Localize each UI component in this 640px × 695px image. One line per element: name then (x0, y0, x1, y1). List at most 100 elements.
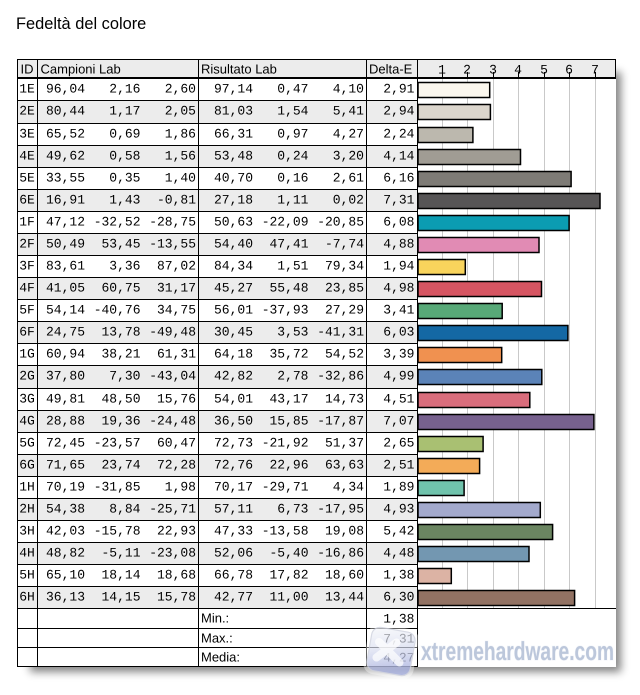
svg-text:60,47: 60,47 (157, 436, 196, 451)
svg-text:49,81: 49,81 (46, 392, 85, 407)
svg-text:17,82: 17,82 (269, 568, 308, 583)
svg-text:31,17: 31,17 (157, 281, 196, 296)
svg-text:7: 7 (591, 62, 599, 77)
svg-text:79,34: 79,34 (325, 259, 364, 274)
svg-text:1,94: 1,94 (383, 259, 414, 274)
svg-text:0,35: 0,35 (109, 171, 140, 186)
svg-text:42,82: 42,82 (214, 369, 253, 384)
svg-text:5,42: 5,42 (383, 524, 414, 539)
svg-text:0,58: 0,58 (109, 149, 140, 164)
svg-text:0,97: 0,97 (277, 127, 308, 142)
svg-text:1,89: 1,89 (383, 480, 414, 495)
svg-text:1: 1 (438, 62, 446, 77)
svg-text:2,05: 2,05 (165, 104, 196, 119)
svg-text:-25,71: -25,71 (149, 502, 196, 517)
svg-text:4,34: 4,34 (333, 480, 364, 495)
svg-text:43,17: 43,17 (269, 392, 308, 407)
svg-text:1,38: 1,38 (383, 611, 414, 626)
svg-text:2: 2 (463, 62, 471, 77)
svg-text:33,55: 33,55 (46, 171, 85, 186)
svg-text:70,19: 70,19 (46, 480, 85, 495)
svg-text:23,74: 23,74 (101, 458, 140, 473)
svg-text:2,24: 2,24 (383, 127, 414, 142)
svg-text:22,96: 22,96 (269, 458, 308, 473)
svg-text:3H: 3H (19, 524, 35, 539)
svg-text:28,88: 28,88 (46, 414, 85, 429)
svg-text:18,60: 18,60 (325, 568, 364, 583)
svg-text:53,48: 53,48 (214, 149, 253, 164)
svg-text:4,88: 4,88 (383, 237, 414, 252)
svg-text:4,51: 4,51 (383, 392, 414, 407)
svg-text:1G: 1G (19, 347, 35, 362)
svg-text:2,16: 2,16 (109, 82, 140, 97)
svg-text:2H: 2H (19, 502, 35, 517)
svg-text:45,27: 45,27 (214, 281, 253, 296)
svg-text:47,41: 47,41 (269, 237, 308, 252)
svg-text:7,31: 7,31 (383, 193, 414, 208)
svg-text:-43,04: -43,04 (149, 369, 196, 384)
svg-text:61,31: 61,31 (157, 347, 196, 362)
svg-text:97,14: 97,14 (214, 82, 253, 97)
svg-text:66,78: 66,78 (214, 568, 253, 583)
svg-text:1,56: 1,56 (165, 149, 196, 164)
svg-text:-29,71: -29,71 (262, 480, 309, 495)
svg-text:1,11: 1,11 (277, 193, 308, 208)
svg-text:6G: 6G (19, 458, 35, 473)
svg-text:6,30: 6,30 (383, 590, 414, 605)
svg-text:5G: 5G (19, 436, 35, 451)
svg-text:27,29: 27,29 (325, 303, 364, 318)
svg-text:Campioni Lab: Campioni Lab (41, 61, 121, 76)
svg-text:50,49: 50,49 (46, 237, 85, 252)
svg-text:3G: 3G (19, 392, 35, 407)
svg-text:2,60: 2,60 (165, 82, 196, 97)
svg-text:87,02: 87,02 (157, 259, 196, 274)
svg-text:60,75: 60,75 (101, 281, 140, 296)
svg-text:37,80: 37,80 (46, 369, 85, 384)
svg-text:-23,08: -23,08 (149, 546, 196, 561)
svg-text:4: 4 (514, 62, 522, 77)
svg-text:-40,76: -40,76 (94, 303, 141, 318)
svg-text:53,45: 53,45 (101, 237, 140, 252)
svg-text:13,78: 13,78 (101, 325, 140, 340)
svg-text:4,93: 4,93 (383, 502, 414, 517)
svg-text:2,91: 2,91 (383, 82, 414, 97)
svg-text:14,15: 14,15 (101, 590, 140, 605)
svg-text:-37,93: -37,93 (262, 303, 309, 318)
svg-text:-49,48: -49,48 (149, 325, 196, 340)
svg-text:5H: 5H (19, 568, 35, 583)
svg-text:72,28: 72,28 (157, 458, 196, 473)
svg-text:-13,58: -13,58 (262, 524, 309, 539)
svg-text:65,10: 65,10 (46, 568, 85, 583)
svg-text:2,94: 2,94 (383, 104, 414, 119)
svg-text:64,18: 64,18 (214, 347, 253, 362)
svg-text:6F: 6F (19, 325, 35, 340)
svg-text:0,24: 0,24 (277, 149, 308, 164)
svg-text:41,05: 41,05 (46, 281, 85, 296)
svg-text:-21,92: -21,92 (262, 436, 309, 451)
svg-text:47,12: 47,12 (46, 215, 85, 230)
svg-text:-31,85: -31,85 (94, 480, 141, 495)
svg-text:1,51: 1,51 (277, 259, 308, 274)
svg-text:96,04: 96,04 (46, 82, 85, 97)
svg-text:1,54: 1,54 (277, 104, 308, 119)
svg-text:6,08: 6,08 (383, 215, 414, 230)
svg-text:34,75: 34,75 (157, 303, 196, 318)
svg-text:3: 3 (489, 62, 497, 77)
svg-text:6H: 6H (19, 590, 35, 605)
svg-text:4,14: 4,14 (383, 149, 414, 164)
svg-text:63,63: 63,63 (325, 458, 364, 473)
svg-text:1F: 1F (19, 215, 35, 230)
svg-text:54,38: 54,38 (46, 502, 85, 517)
svg-text:52,06: 52,06 (214, 546, 253, 561)
svg-text:4F: 4F (19, 281, 35, 296)
svg-text:6E: 6E (19, 193, 35, 208)
svg-text:49,62: 49,62 (46, 149, 85, 164)
svg-text:54,01: 54,01 (214, 392, 253, 407)
svg-text:72,45: 72,45 (46, 436, 85, 451)
svg-text:14,73: 14,73 (325, 392, 364, 407)
svg-text:5: 5 (540, 62, 548, 77)
svg-text:2,51: 2,51 (383, 458, 414, 473)
svg-text:23,85: 23,85 (325, 281, 364, 296)
svg-text:30,45: 30,45 (214, 325, 253, 340)
svg-text:4,98: 4,98 (383, 281, 414, 296)
